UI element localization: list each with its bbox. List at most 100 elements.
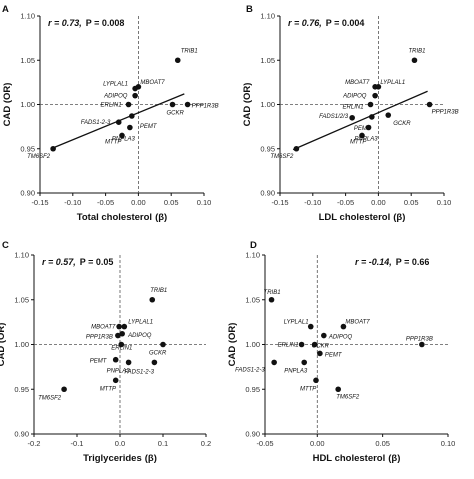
x-axis-title: HDL cholesterol (β) (313, 453, 401, 464)
x-axis-title: Triglycerides (β) (83, 453, 157, 464)
point-label: FADS1-2-3 (81, 120, 111, 126)
x-tick-label: 0.00 (310, 439, 325, 448)
data-point (268, 296, 275, 303)
y-tick-label: 1.00 (14, 340, 29, 349)
point-label: GCKR (149, 351, 167, 357)
data-point (307, 323, 314, 330)
data-point (149, 296, 156, 303)
x-tick-label: -0.15 (31, 198, 48, 207)
correlation-stats: r = -0.14, P = 0.66 (355, 257, 429, 267)
point-label: PNPLA3 (355, 137, 379, 143)
data-point (112, 377, 119, 384)
x-tick-label: -0.05 (256, 439, 273, 448)
data-point (369, 114, 375, 120)
correlation-stats: r = 0.73, P = 0.008 (48, 18, 124, 28)
y-axis-title: CAD (OR) (227, 323, 238, 367)
y-axis-title: CAD (OR) (2, 83, 13, 127)
point-label: MTTP (300, 386, 316, 392)
data-point (119, 330, 125, 337)
x-tick-label: -0.05 (337, 198, 354, 207)
data-point (411, 57, 418, 64)
regression-line (292, 90, 428, 151)
data-point (365, 124, 372, 131)
data-point (132, 92, 138, 99)
data-point (375, 84, 382, 90)
y-tick-label: 1.00 (260, 100, 275, 109)
point-label: MTTP (350, 139, 366, 145)
point-label: PPP1R3B (192, 104, 219, 110)
point-label: FADS1/2/3 (319, 114, 349, 120)
data-point (385, 112, 392, 118)
point-label: TRIB1 (264, 290, 281, 296)
panel-letter: A (2, 4, 9, 15)
x-axis-title: Total cholesterol (β) (77, 212, 167, 223)
x-axis-title-text: Triglycerides (83, 453, 142, 464)
data-point (125, 101, 132, 108)
x-tick-label: -0.10 (64, 198, 81, 207)
r-value: r = -0.14, (355, 257, 392, 267)
y-tick-label: 0.90 (245, 430, 260, 439)
y-tick-label: 1.10 (20, 12, 35, 21)
x-tick-label: -0.10 (304, 198, 321, 207)
x-tick-label: 0.00 (371, 198, 386, 207)
x-tick-label: -0.05 (97, 198, 114, 207)
point-label: FADS1-2-3 (235, 367, 265, 373)
panel-a: A 0.90 0.95 1.00 1.05 1.10 -0.15 -0.10 -0.05 0.00… (2, 4, 219, 223)
data-point (367, 101, 374, 108)
x-axis-title-text: Total cholesterol (77, 212, 152, 223)
data-point (112, 356, 119, 363)
x-tick-label: -0.1 (71, 439, 84, 448)
data-point (125, 359, 132, 366)
panel-c: C 0.90 0.95 1.00 1.05 1.10 -0.2 -0.1 0.0 0.1 0.2 TR… (0, 240, 211, 464)
y-tick-label: 0.90 (260, 189, 275, 198)
point-label: TRIB1 (150, 288, 167, 294)
y-axis-title: CAD (OR) (242, 83, 253, 127)
data-point (321, 332, 327, 339)
x-tick-label: -0.15 (271, 198, 288, 207)
point-label: MBOAT7 (345, 80, 370, 86)
data-point (132, 85, 138, 92)
data-point (293, 145, 300, 152)
data-point (115, 119, 122, 125)
correlation-stats: r = 0.76, P = 0.004 (288, 18, 364, 28)
x-tick-label: -0.2 (28, 439, 41, 448)
x-tick-label: 0.00 (131, 198, 146, 207)
data-point (174, 57, 181, 64)
point-label: LYPLAL1 (380, 80, 405, 86)
data-point (115, 332, 121, 339)
point-label: ADIPOQ (328, 335, 353, 341)
data-point (298, 341, 305, 348)
x-axis-title-unit: (β) (388, 453, 400, 464)
x-tick-label: 0.10 (197, 198, 212, 207)
r-value: r = 0.73, (48, 18, 82, 28)
point-label: PPP1R3B (432, 110, 459, 116)
point-label: PNPLA3 (107, 368, 131, 374)
r-value: r = 0.57, (42, 257, 76, 267)
point-label: FADS1-2-3 (124, 369, 154, 375)
point-label: GCKR (167, 111, 185, 117)
point-label: PPP1R3B (86, 335, 113, 341)
panel-letter: B (246, 4, 253, 15)
point-label: MBOAT7 (140, 80, 165, 86)
r-value: r = 0.76, (288, 18, 322, 28)
panel-b: B 0.90 0.95 1.00 1.05 1.10 -0.15 -0.10 -0.05 0.00… (242, 4, 459, 223)
point-label: TRIB1 (408, 48, 425, 54)
p-value: P = 0.004 (326, 18, 365, 28)
point-label: MBOAT7 (345, 320, 370, 326)
data-point (301, 359, 308, 366)
data-point (349, 114, 355, 121)
panel-letter: D (250, 240, 257, 251)
point-label: LYPLAL1 (128, 320, 153, 326)
y-tick-label: 1.05 (14, 295, 29, 304)
point-label: ERLIN1 (111, 346, 132, 352)
point-label: TM6SF2 (27, 154, 51, 160)
point-label: ADIPOQ (103, 94, 128, 100)
point-label: ADIPOQ (127, 333, 152, 339)
point-label: PNPLA3 (112, 137, 136, 143)
data-point (160, 341, 166, 348)
y-tick-label: 1.10 (245, 251, 260, 260)
x-tick-label: 0.1 (158, 439, 168, 448)
y-tick-label: 1.00 (20, 100, 35, 109)
data-point (419, 341, 425, 348)
p-value: P = 0.66 (396, 257, 430, 267)
